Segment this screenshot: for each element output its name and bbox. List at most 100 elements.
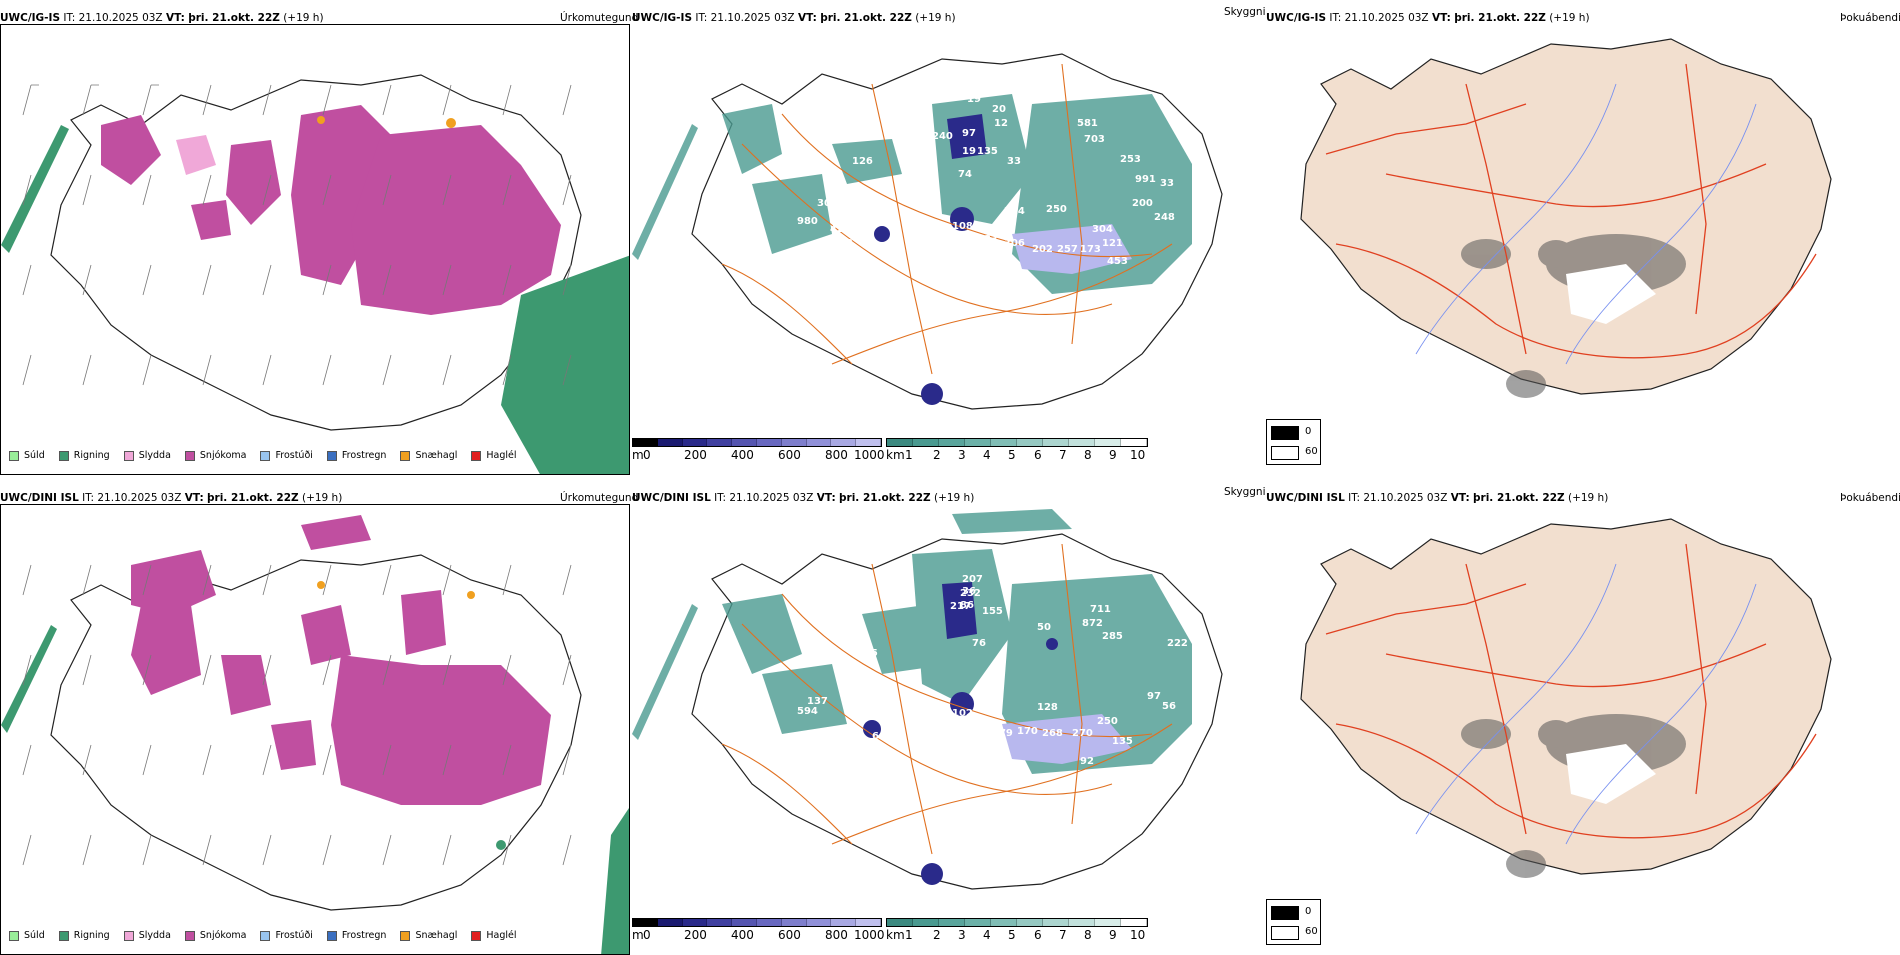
legend-swatch (400, 930, 411, 941)
cloud-legend: 0 60 (1266, 419, 1321, 465)
height-label: 36 (962, 586, 976, 597)
panel-header: UWC/IG-IS IT: 21.10.2025 03Z VT: þri. 21… (1266, 12, 1590, 24)
panel-header: UWC/DINI ISL IT: 21.10.2025 03Z VT: þri.… (0, 492, 343, 504)
height-label: 207 (962, 574, 983, 585)
roads (721, 543, 1173, 855)
roads (1325, 63, 1817, 359)
height-label: 200 (1132, 198, 1153, 209)
legend-item: Snjókoma (184, 930, 246, 941)
wind-barbs (22, 564, 572, 866)
height-label: 250 (1046, 204, 1067, 215)
fog-panel-row2: UWC/DINI ISL IT: 21.10.2025 03Z VT: þri.… (1266, 490, 1900, 955)
height-label: 711 (1090, 604, 1111, 615)
height-label: 429 (830, 224, 851, 235)
height-colorbar: m 0 200 400 600 800 1000 (632, 438, 885, 468)
tick-label: 4 (983, 448, 991, 462)
height-label: 12 (994, 118, 1008, 129)
visibility-map: 207 232 217 155 76 50 711 872 285 222 245 137 594 133… (632, 504, 1262, 924)
legend-item: Haglél (471, 450, 517, 461)
visibility-panel-row1: UWC/IG-IS IT: 21.10.2025 03Z VT: þri. 21… (632, 6, 1266, 475)
height-colorbar: m 0 200 400 600 800 1000 (632, 918, 885, 948)
height-label: 214 (1004, 206, 1025, 217)
height-label: 76 (972, 638, 986, 649)
legend-item: Frostregn (326, 450, 386, 461)
panel-title: Úrkomutegund (560, 492, 639, 504)
panel-title: Úrkomutegund (560, 12, 639, 24)
panel-title: Þokuábendi (1840, 492, 1900, 504)
height-label: 135 (977, 146, 998, 157)
height-label: 581 (1077, 118, 1098, 129)
rivers (1415, 563, 1757, 845)
legend-item: Rigning (58, 930, 110, 941)
height-label: 135 (1112, 736, 1133, 747)
height-label: 250 (1097, 716, 1118, 727)
height-label: 232 (960, 588, 981, 599)
height-label: 304 (1092, 224, 1113, 235)
legend-swatch (184, 930, 195, 941)
precip-map: Súld Rigning Slydda Snjókoma Frostúði Fr… (0, 504, 630, 955)
height-label: 240 (932, 131, 953, 142)
tick-label: 400 (731, 928, 754, 942)
fog-map-svg (1300, 38, 1832, 398)
legend-swatch (123, 450, 134, 461)
tick-label: 600 (778, 928, 801, 942)
panel-header: UWC/IG-IS IT: 21.10.2025 03Z VT: þri. 21… (0, 12, 324, 24)
tick-label: 0 (643, 448, 651, 462)
sleet-areas (176, 135, 216, 175)
tick-label: 6 (1034, 448, 1042, 462)
height-label: 155 (982, 606, 1003, 617)
height-label: 97 (962, 128, 976, 139)
panel-header: UWC/IG-IS IT: 21.10.2025 03Z VT: þri. 21… (632, 12, 956, 24)
height-label: 217 (950, 601, 971, 612)
height-label: 126 (852, 156, 873, 167)
tick-label: 10 (1130, 448, 1146, 462)
graupel-areas (317, 581, 475, 599)
height-label: 74 (958, 169, 972, 180)
legend-swatch (471, 930, 482, 941)
height-label: 285 (1102, 631, 1123, 642)
tick-label: 2 (933, 448, 941, 462)
tick-label: 9 (1109, 448, 1117, 462)
height-label: 108 (952, 221, 973, 232)
panel-title: Skyggni (1224, 486, 1266, 498)
height-label: 137 (807, 696, 828, 707)
fog-map (1266, 24, 1896, 444)
iceland-outline (1300, 518, 1832, 875)
legend-swatch (9, 450, 19, 461)
height-colorbar-strip (632, 438, 882, 447)
legend-swatch (326, 930, 337, 941)
height-label: 30 (817, 198, 831, 209)
fog-map (1266, 504, 1896, 924)
height-label: 133 (977, 234, 998, 245)
precip-panel-row1: UWC/IG-IS IT: 21.10.2025 03Z VT: þri. 21… (0, 10, 638, 475)
lavender-areas (1012, 224, 1132, 274)
cloud-dark-label: 0 (1305, 426, 1312, 437)
height-label: 128 (1037, 702, 1058, 713)
height-label: 248 (1154, 212, 1175, 223)
legend-swatch (58, 930, 69, 941)
height-label: 222 (1167, 638, 1188, 649)
height-label: 86 (960, 600, 974, 611)
tick-label: 5 (1008, 928, 1016, 942)
unit-label: m (632, 928, 644, 942)
height-label: 92 (1080, 756, 1094, 767)
legend-swatch (123, 930, 134, 941)
height-label: 97 (1147, 691, 1161, 702)
tick-label: 200 (684, 928, 707, 942)
cloud-dark-swatch (1271, 426, 1299, 440)
height-label: 170 (1017, 726, 1038, 737)
cloud-light-swatch (1271, 446, 1299, 460)
cloud-light-swatch (1271, 926, 1299, 940)
height-label: 66 (872, 731, 886, 742)
height-label: 173 (1080, 244, 1101, 255)
height-label: 703 (1084, 134, 1105, 145)
unit-label: km (886, 448, 905, 462)
tick-label: 600 (778, 448, 801, 462)
legend-swatch (471, 450, 482, 461)
roads (721, 63, 1173, 375)
visibility-panel-row2: UWC/DINI ISL IT: 21.10.2025 03Z VT: þri.… (632, 486, 1266, 955)
cloud-dark-swatch (1271, 906, 1299, 920)
legend-item: Haglél (471, 930, 517, 941)
